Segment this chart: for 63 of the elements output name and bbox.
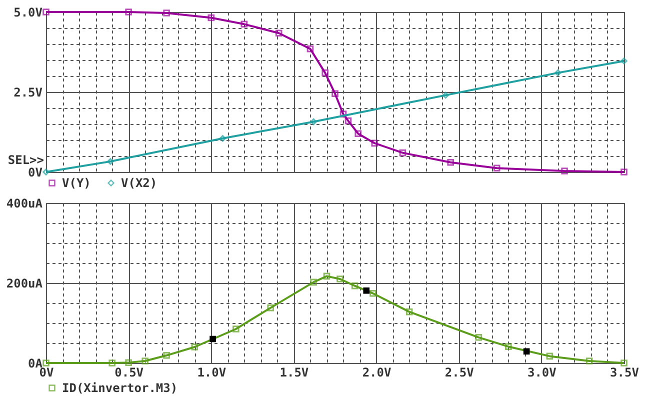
y-tick-label: 5.0V [14,6,42,20]
x-tick-label: 3.5V [610,366,639,380]
point [163,10,170,16]
point [108,360,116,366]
point [42,360,50,366]
point [332,90,338,97]
x-tick-label: 1.0V [197,366,226,380]
point [210,336,216,342]
point [323,272,330,280]
point [620,168,628,176]
point [310,278,317,286]
y-tick-label: 400uA [6,196,44,210]
legend-label: ID(Xinvertor.M3) [62,381,178,395]
point [523,348,530,355]
text: SEL>> [8,153,44,167]
point [107,158,114,165]
point [370,290,376,297]
legend-label: V(X2) [121,176,158,190]
point [310,118,317,126]
point [163,352,170,359]
point [620,58,628,64]
x-tick-label: 1.5V [280,366,309,380]
point [336,276,344,282]
point [42,8,50,16]
point [142,358,148,364]
point [354,130,362,137]
point [371,140,378,147]
point [351,282,358,290]
point [442,92,450,99]
x-tick-label: 2.5V [444,366,474,380]
y-tick-label: 0V [28,166,42,180]
point [125,8,132,16]
point [546,352,554,360]
point [493,164,500,172]
point [406,308,413,316]
point [232,326,240,332]
y-tick-label: 2.5V [14,86,42,100]
point [275,30,282,37]
point [125,359,132,366]
point [620,360,628,366]
point [586,358,593,364]
x-tick-label: 0.5V [114,366,144,380]
y-tick-label: 200uA [6,276,44,290]
point [399,149,406,156]
x-tick-label: 2.0V [362,366,392,380]
point [42,168,50,176]
point [554,69,562,76]
point [561,168,568,174]
point [505,343,512,350]
point [219,135,226,142]
point [363,287,370,294]
point [447,159,454,166]
point [267,304,274,312]
point [322,69,328,76]
legend-label: V(Y) [62,176,91,190]
point [344,117,352,124]
point [475,334,482,341]
x-tick-label: 3.0V [527,366,556,380]
point [340,110,347,118]
point [306,45,314,52]
point [208,14,215,22]
point [240,20,248,28]
point [191,344,198,350]
